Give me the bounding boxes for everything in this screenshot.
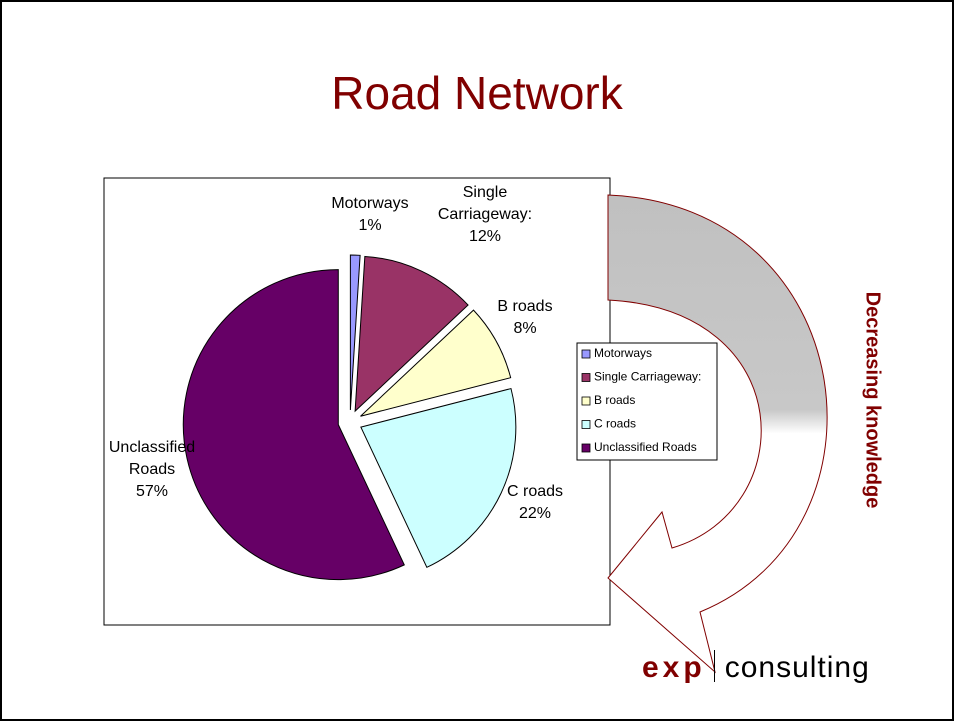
legend-swatch <box>581 396 591 406</box>
data-label: Single Carriageway: 12% <box>430 182 540 248</box>
legend-swatch <box>581 443 591 453</box>
legend-label: Motorways <box>594 346 652 360</box>
slide-title: Road Network <box>331 67 623 119</box>
legend-swatch <box>581 373 591 382</box>
data-label-name: Unclassified Roads <box>108 439 196 478</box>
pie-slice <box>360 387 517 569</box>
data-label-value: 12% <box>468 228 502 245</box>
data-label: B roads 8% <box>470 296 580 340</box>
pie-slice <box>354 255 469 413</box>
legend-swatch <box>581 420 591 429</box>
pie-slice <box>349 254 361 411</box>
data-label-name: C roads <box>506 483 564 500</box>
data-label-name: Single Carriageway: <box>437 184 533 223</box>
legend-label: C roads <box>594 417 636 431</box>
legend-label: Single Carriageway: <box>594 370 701 384</box>
legend-items: Motorways Single Carriageway: B roads C roa… <box>581 346 701 454</box>
annotation: Decreasing knowledge <box>861 291 884 509</box>
legend-label: Unclassified Roads <box>594 440 697 454</box>
logo-separator <box>713 650 715 682</box>
legend <box>576 342 718 461</box>
arrow <box>607 194 828 674</box>
pie-slice <box>182 269 405 581</box>
data-label-name: Motorways <box>331 195 409 212</box>
data-label-value: 57% <box>135 483 169 500</box>
data-label: Unclassified Roads 57% <box>102 437 202 503</box>
legend-label: B roads <box>594 393 635 407</box>
logo: exp consulting <box>642 650 870 685</box>
pie-slice <box>360 309 512 417</box>
data-label: Motorways 1% <box>315 193 425 237</box>
data-label-value: 22% <box>518 505 552 522</box>
pie <box>182 254 517 581</box>
legend-swatch <box>581 349 591 359</box>
logo-brand: exp <box>642 651 706 684</box>
data-label-value: 1% <box>358 217 382 234</box>
data-label: C roads 22% <box>480 481 590 525</box>
data-label-value: 8% <box>513 320 537 337</box>
data-label-name: B roads <box>497 298 553 315</box>
logo-text: consulting <box>724 651 870 684</box>
